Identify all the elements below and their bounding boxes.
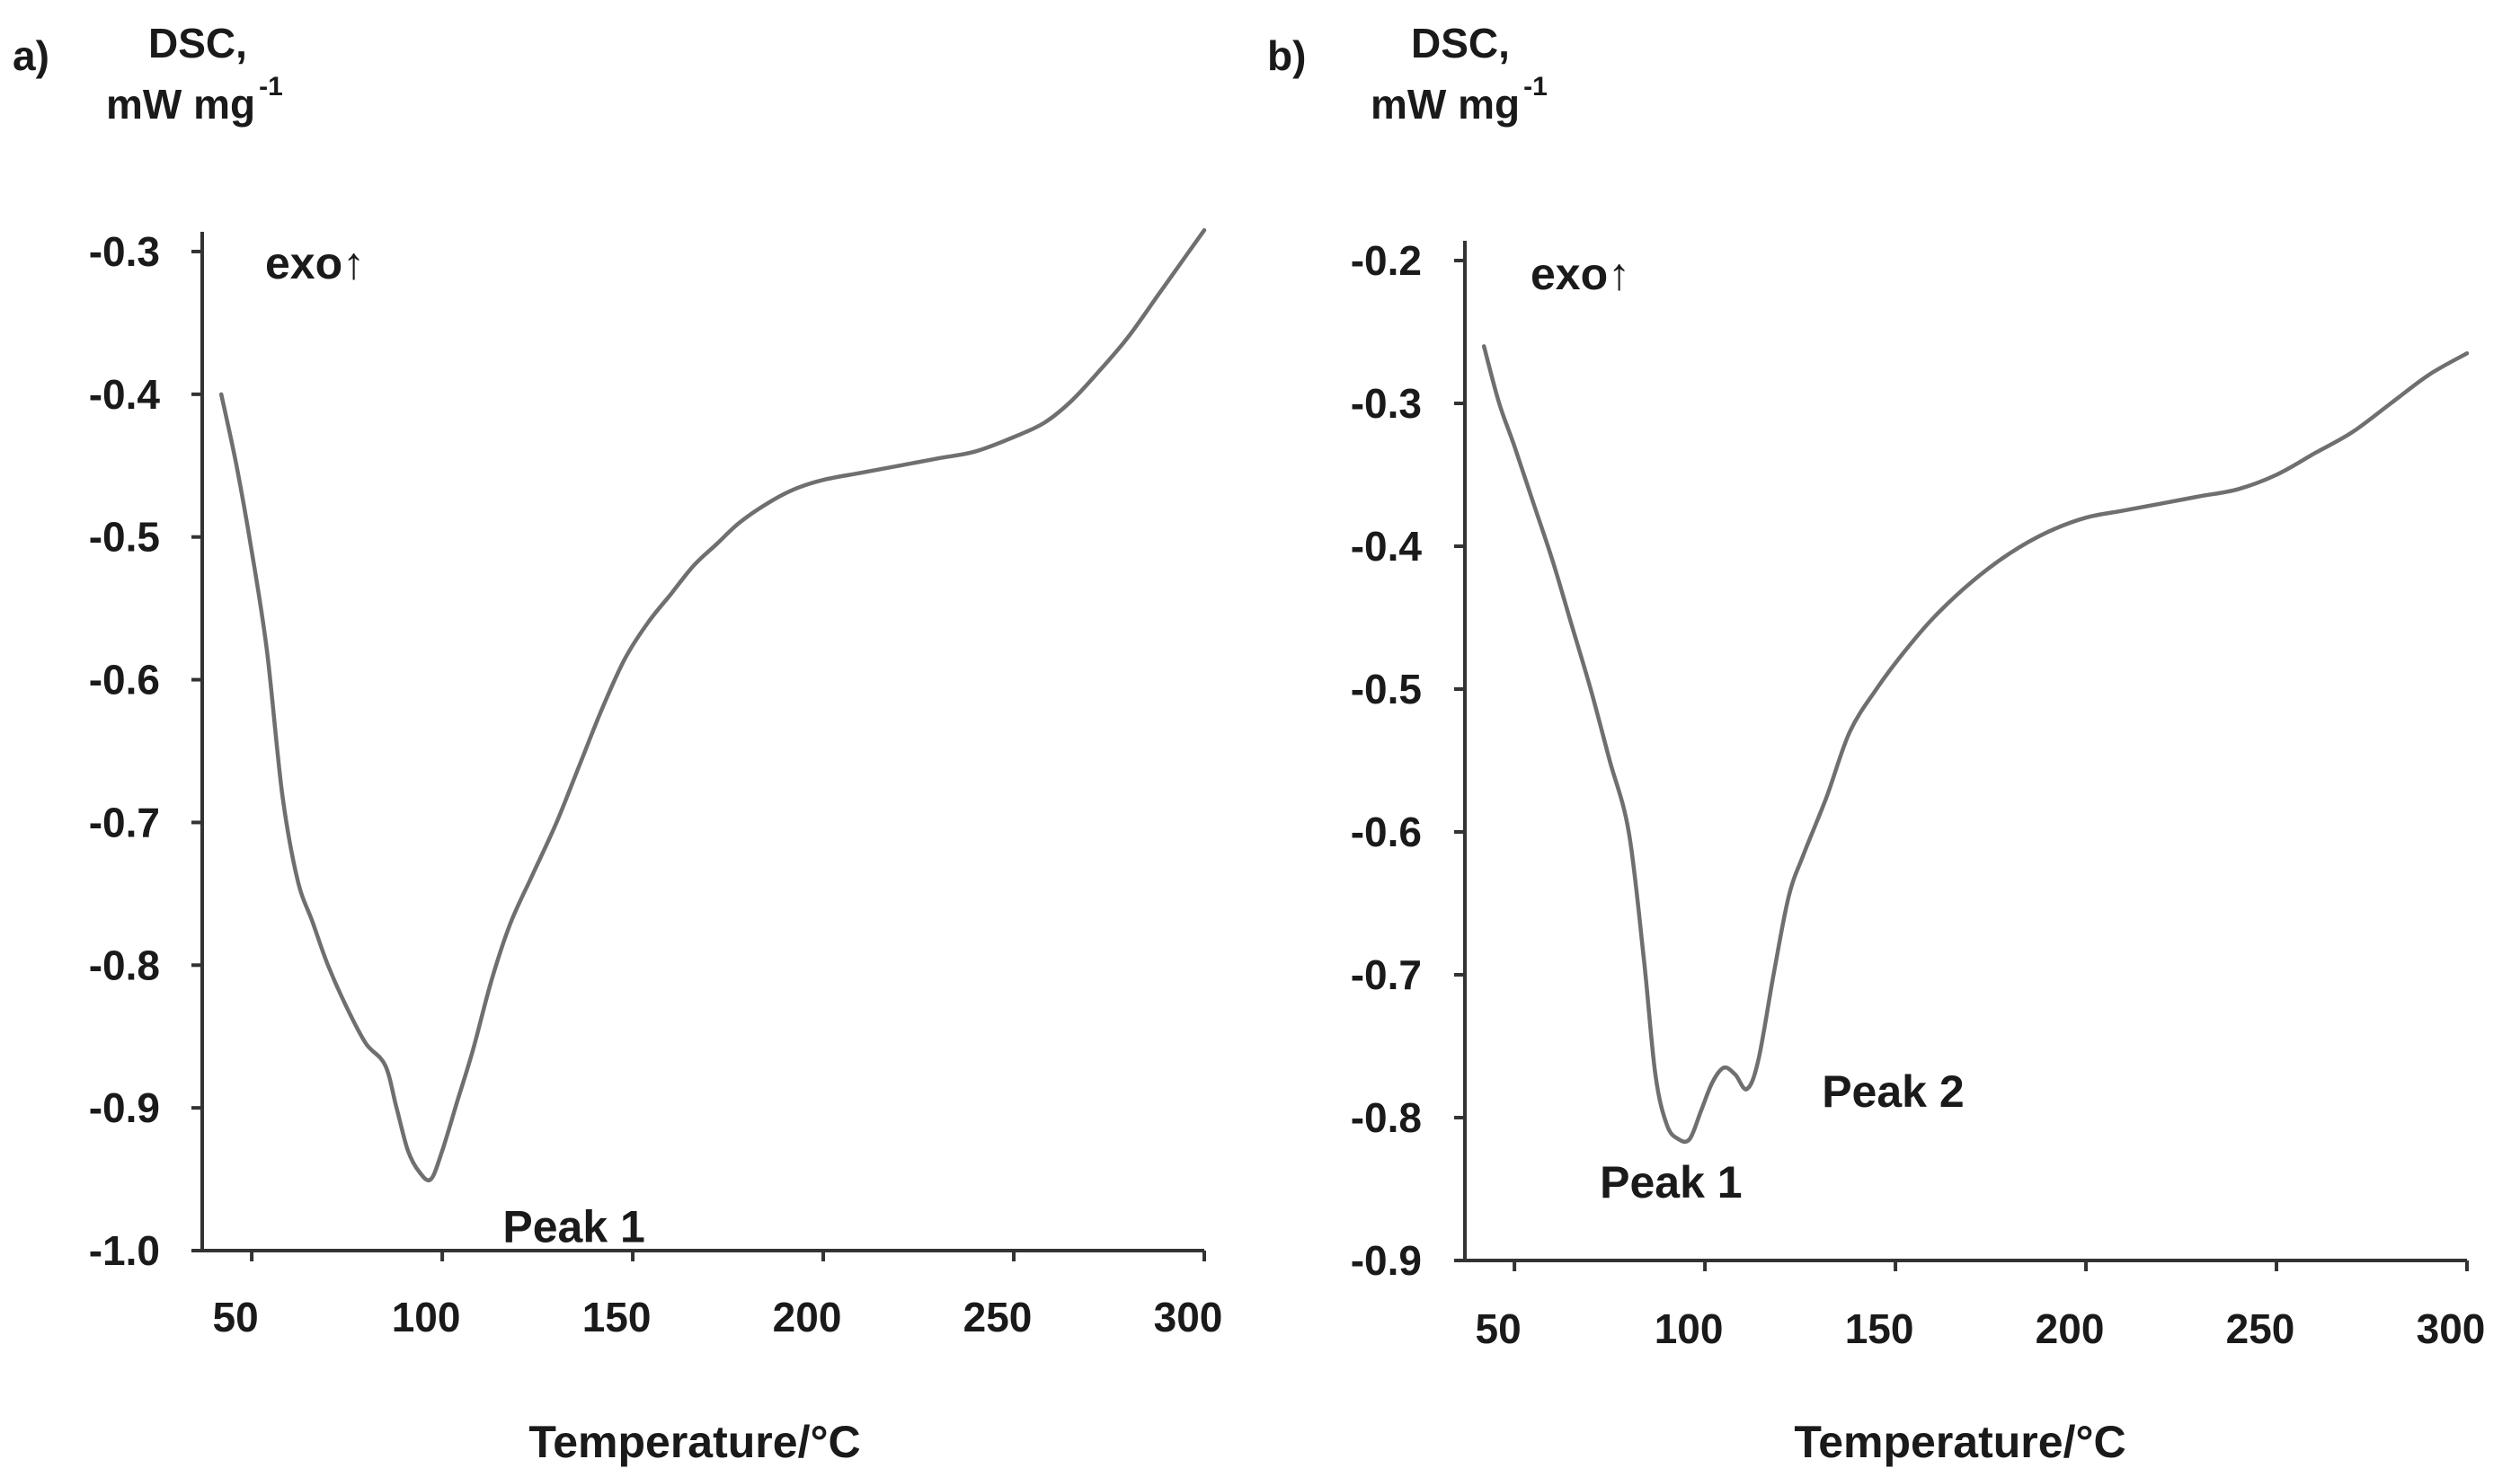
- panel-a-letter: a): [13, 32, 49, 79]
- panel-b-x-tick-label: 100: [1655, 1305, 1724, 1352]
- panel-b-annotations: Peak 1 Peak 2: [1600, 1066, 1965, 1207]
- panel-a-y-tick-label: -0.3: [89, 228, 160, 275]
- panel-b-ylabel-main: DSC,: [1411, 20, 1510, 66]
- panel-a-exo-label: exo↑: [265, 238, 365, 288]
- panel-a-x-tick-label: 150: [582, 1294, 652, 1340]
- panel-b-y-tick-label: -0.5: [1351, 666, 1422, 712]
- panel-a-x-axis-title: Temperature/°C: [528, 1417, 860, 1467]
- panel-a-x-tick-label: 300: [1154, 1294, 1223, 1340]
- panel-b-y-tick-label: -0.2: [1351, 237, 1422, 284]
- panel-b-annotation-peak-2: Peak 2: [1822, 1066, 1964, 1117]
- panel-b-exo-label: exo↑: [1531, 249, 1630, 299]
- panel-b-letter: b): [1267, 32, 1306, 79]
- panel-a-y-ticks: -0.3 -0.4 -0.5 -0.6 -0.7 -0.8 -0.9 -1.0: [89, 228, 202, 1274]
- panel-a-x-tick-label: 50: [213, 1294, 259, 1340]
- panel-a-y-tick-label: -0.5: [89, 514, 160, 561]
- panel-b-y-tick-label: -0.3: [1351, 380, 1422, 427]
- panel-a-y-tick-label: -0.6: [89, 657, 160, 703]
- panel-b-y-tick-label: -0.7: [1351, 951, 1422, 998]
- panel-b-x-tick-label: 200: [2036, 1305, 2105, 1352]
- panel-a-y-tick-label: -0.8: [89, 942, 160, 988]
- panel-b-x-tick-label: 250: [2226, 1305, 2295, 1352]
- panel-b-ylabel-unit: mW mg -1: [1371, 72, 1548, 128]
- panel-a-y-tick-label: -1.0: [89, 1227, 160, 1274]
- panel-b-x-tick-label: 150: [1845, 1305, 1914, 1352]
- panel-a-x-tick-label: 100: [392, 1294, 461, 1340]
- panel-b-x-tick-label: 300: [2417, 1305, 2486, 1352]
- panel-a-x-tick-label: 250: [963, 1294, 1033, 1340]
- panel-a-y-tick-label: -0.4: [89, 371, 161, 418]
- panel-b-x-axis-title: Temperature/°C: [1794, 1417, 2125, 1467]
- panel-b-y-tick-label: -0.6: [1351, 809, 1422, 855]
- panel-a-x-tick-label: 200: [773, 1294, 842, 1340]
- panel-a-annotations: Peak 1: [502, 1202, 644, 1252]
- panel-a-dsc-curve: [218, 227, 1207, 1182]
- panel-b-y-tick-label: -0.9: [1351, 1237, 1422, 1284]
- panel-a-annotation-peak-1: Peak 1: [502, 1202, 644, 1252]
- panel-a-y-tick-label: -0.7: [89, 799, 160, 845]
- panel-b-y-ticks: -0.2 -0.3 -0.4 -0.5 -0.6 -0.7 -0.8 -0.9: [1351, 237, 1465, 1284]
- panel-a-y-tick-label: -0.9: [89, 1084, 160, 1131]
- panel-b-annotation-peak-1: Peak 1: [1600, 1157, 1742, 1207]
- panel-b-dsc-curve: [1481, 344, 2470, 1145]
- panel-a-x-ticks: 50 100 150 200 250 300: [213, 1251, 1223, 1340]
- panel-b-x-tick-label: 50: [1476, 1305, 1522, 1352]
- panel-b-y-tick-label: -0.4: [1351, 523, 1423, 570]
- panel-b-x-ticks: 50 100 150 200 250 300: [1476, 1260, 2486, 1352]
- panel-b-y-tick-label: -0.8: [1351, 1094, 1422, 1141]
- panel-a-ylabel-main: DSC,: [148, 20, 247, 66]
- panel-b: b) DSC, mW mg -1 exo↑ Temperature/°C -0.2…: [1267, 20, 2485, 1467]
- panel-a: a) DSC, mW mg -1 exo↑ Temperature/°C -0.3…: [13, 20, 1222, 1467]
- panel-a-ylabel-unit: mW mg -1: [106, 72, 283, 128]
